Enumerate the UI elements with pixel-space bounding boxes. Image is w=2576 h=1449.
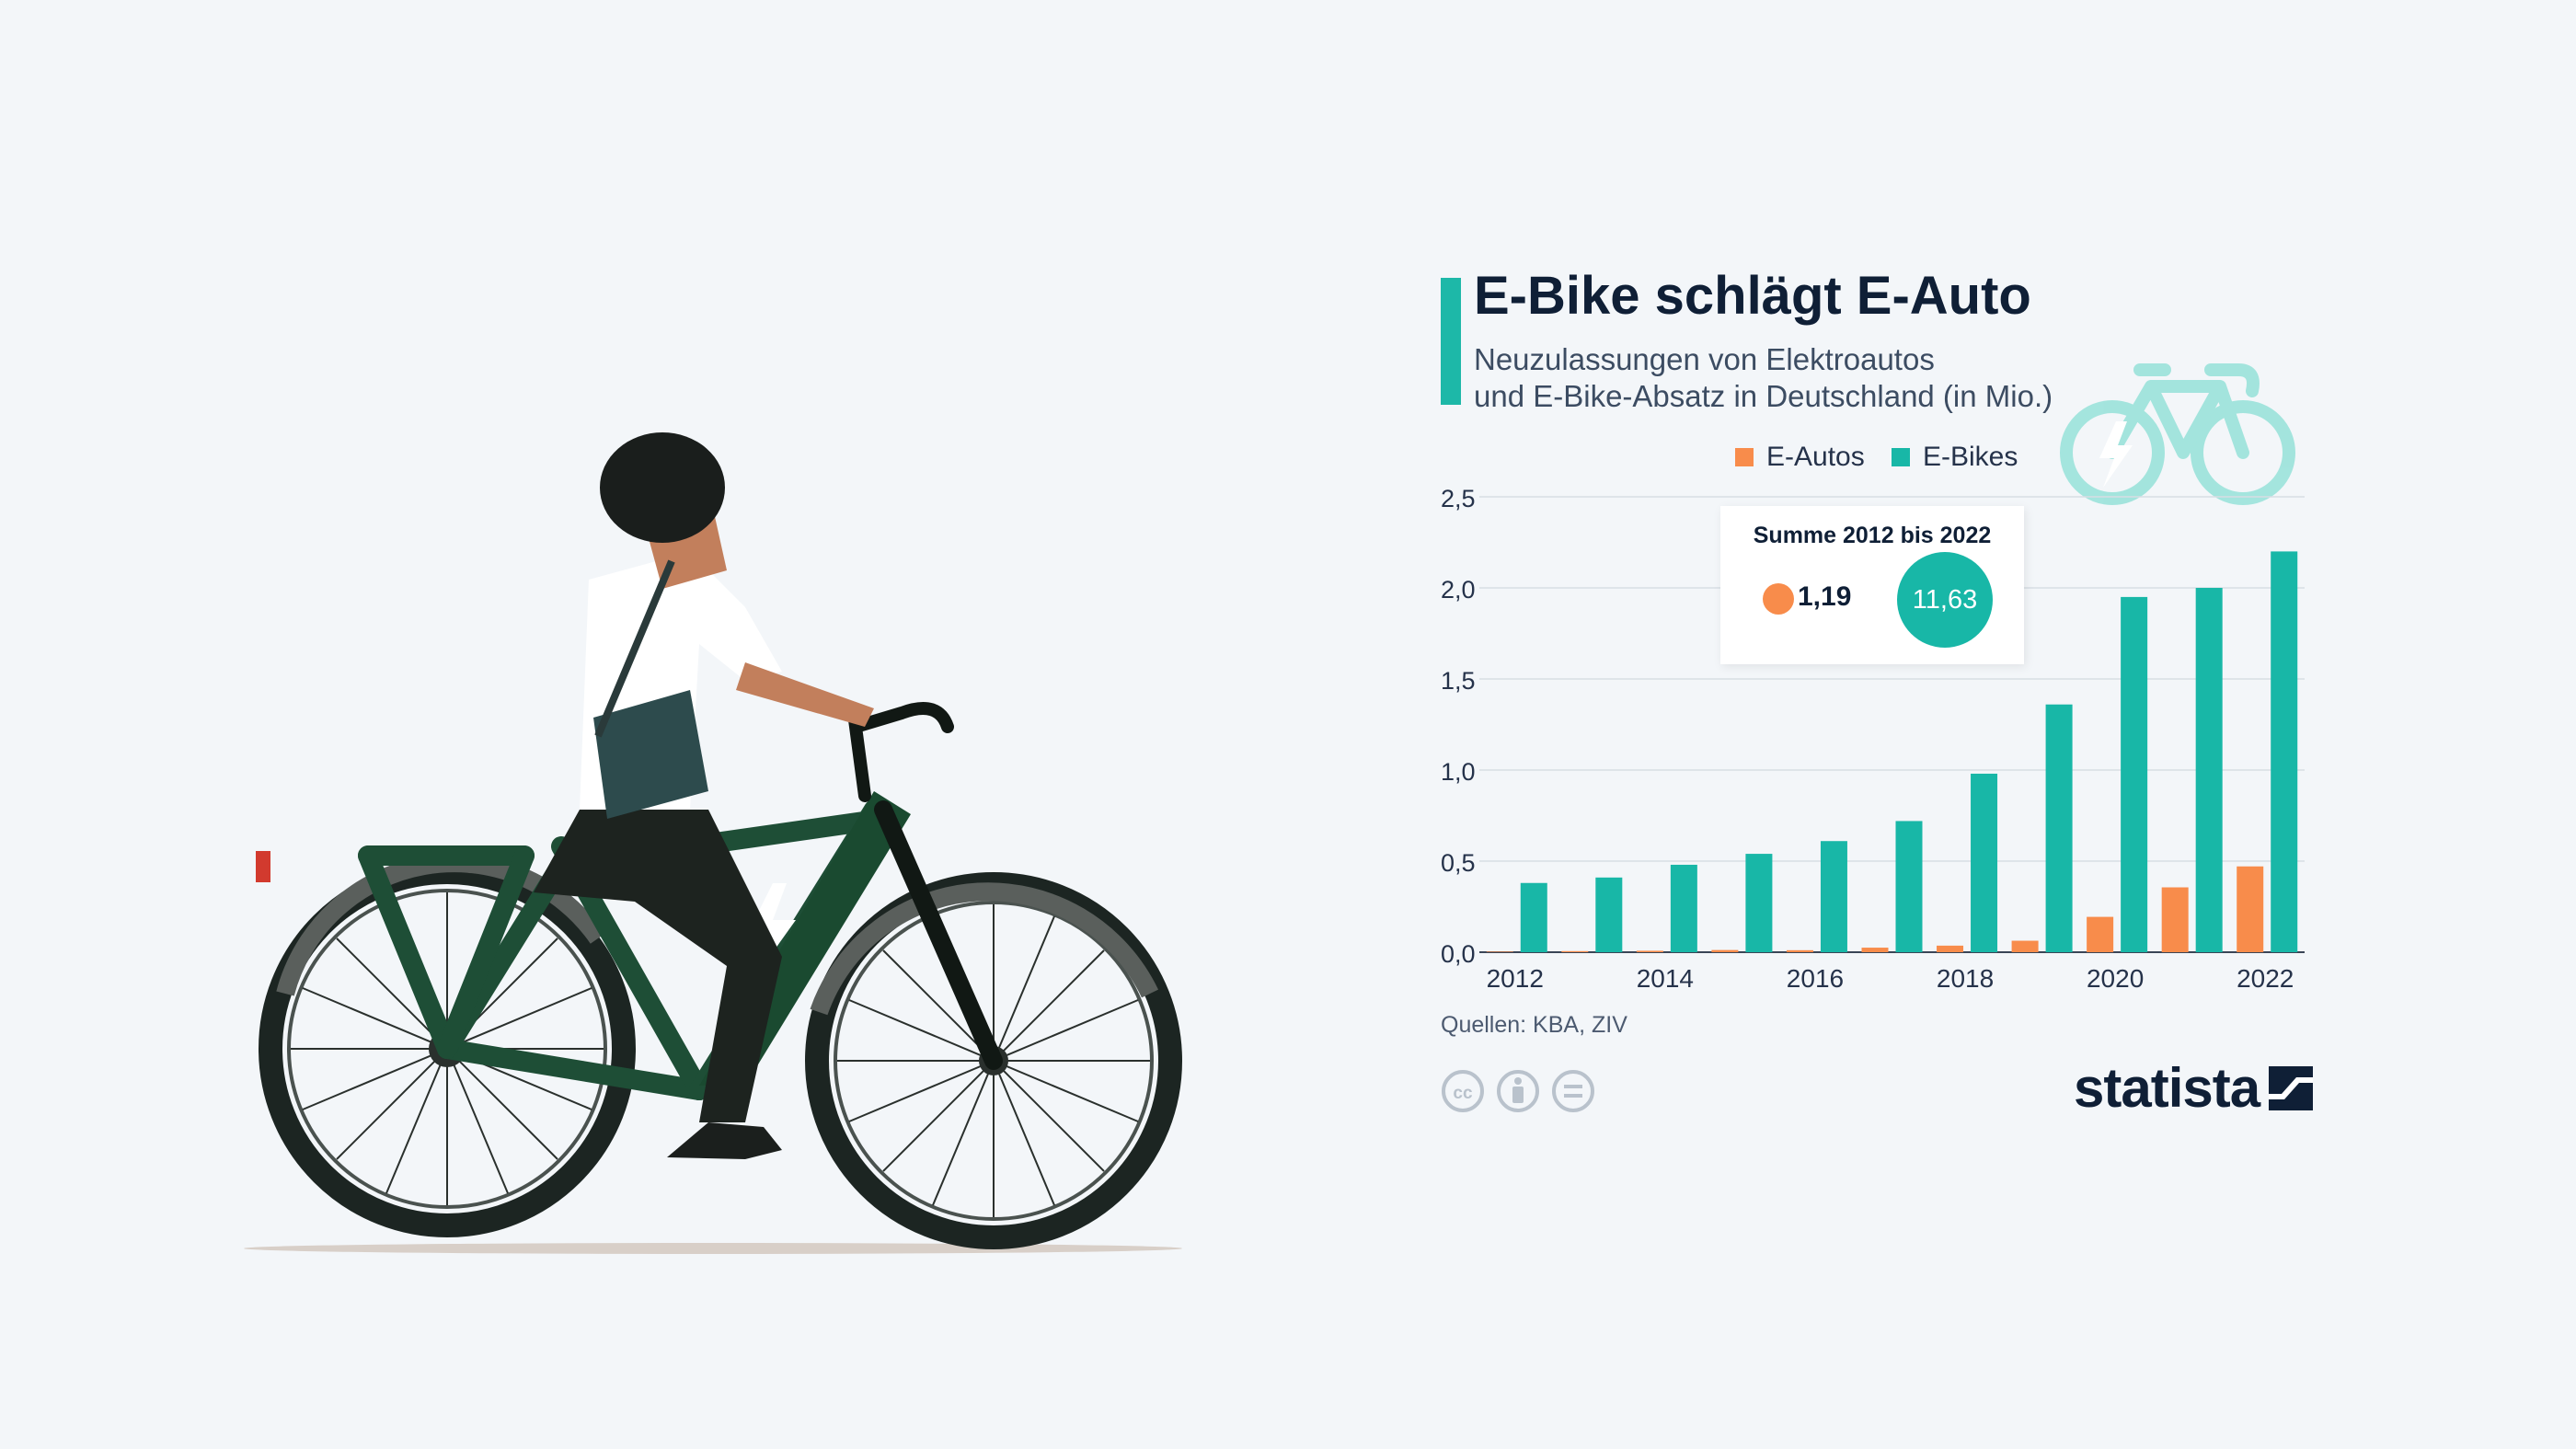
chart-bars — [1486, 551, 2298, 952]
bar-e-autos — [1561, 950, 1589, 952]
license-icons[interactable]: cc — [1441, 1067, 1606, 1115]
summary-value-autos: 1,19 — [1798, 581, 1852, 612]
summary-circle-bikes: 11,63 — [1897, 552, 1993, 648]
x-tick-label: 2016 — [1787, 964, 1844, 993]
bar-e-bikes — [1520, 882, 1547, 952]
x-tick-label: 2018 — [1937, 964, 1994, 993]
bar-e-bikes — [1595, 877, 1623, 952]
ground-shadow — [244, 1243, 1182, 1254]
chart-subtitle-line2: und E-Bike-Absatz in Deutschland (in Mio… — [1474, 379, 2053, 413]
tick-labels: 0,0 0,5 1,0 1,5 2,0 2,5 2012 2014 2016 2018 2020 20… — [1441, 485, 2294, 993]
legend-swatch-bikes — [1892, 448, 1910, 466]
bar-e-autos — [1636, 950, 1663, 952]
y-tick-label: 1,0 — [1441, 758, 1476, 786]
nd-icon[interactable] — [1552, 1070, 1594, 1112]
handlebar — [848, 702, 954, 802]
bar-e-bikes — [1895, 821, 1923, 952]
bar-e-autos — [1486, 951, 1513, 952]
legend-swatch-autos — [1735, 448, 1754, 466]
summary-value-bikes: 11,63 — [1912, 584, 1978, 615]
bar-e-autos — [2011, 940, 2039, 952]
chart-title: E-Bike schlägt E-Auto — [1474, 266, 2031, 326]
x-tick-label: 2014 — [1637, 964, 1694, 993]
statista-logo-icon — [2269, 1065, 2314, 1110]
statista-brand[interactable]: statista — [2074, 1056, 2314, 1120]
cyclist-illustration — [244, 432, 1182, 1254]
y-tick-label: 0,0 — [1441, 940, 1476, 968]
svg-text:cc: cc — [1453, 1084, 1473, 1103]
legend-item-bikes: E-Bikes — [1892, 442, 2018, 473]
bar-e-bikes — [1670, 864, 1697, 952]
summary-dot-autos — [1763, 583, 1794, 615]
bar-e-autos — [2237, 866, 2264, 952]
cc-icon[interactable]: cc — [1442, 1070, 1484, 1112]
rider — [534, 432, 874, 1159]
bar-e-bikes — [1820, 841, 1847, 952]
bar-e-bikes — [2271, 551, 2298, 952]
legend-label-bikes: E-Bikes — [1923, 442, 2018, 472]
bar-e-bikes — [2195, 588, 2223, 952]
y-tick-label: 2,5 — [1441, 485, 1476, 512]
x-tick-label: 2022 — [2237, 964, 2294, 993]
bar-e-bikes — [2121, 596, 2148, 952]
x-tick-label: 2020 — [2087, 964, 2144, 993]
bar-e-autos — [1937, 945, 1964, 952]
bar-e-bikes — [1745, 854, 1773, 952]
x-tick-label: 2012 — [1487, 964, 1544, 993]
sources-note: Quellen: KBA, ZIV — [1441, 1012, 1627, 1038]
summary-title: Summe 2012 bis 2022 — [1753, 523, 1992, 548]
by-icon[interactable] — [1497, 1070, 1539, 1112]
bar-e-autos — [2087, 916, 2114, 952]
bar-e-autos — [1861, 948, 1889, 952]
rear-light — [256, 851, 270, 882]
bar-e-autos — [2161, 887, 2189, 952]
title-accent-bar — [1441, 278, 1461, 405]
bar-e-bikes — [2045, 704, 2073, 952]
y-tick-label: 0,5 — [1441, 849, 1476, 877]
chart-subtitle-line1: Neuzulassungen von Elektroautos — [1474, 342, 1935, 376]
fork — [874, 800, 1003, 1070]
brand-wordmark: statista — [2074, 1057, 2260, 1119]
legend-item-autos: E-Autos — [1735, 442, 1865, 473]
bar-e-autos — [1786, 949, 1813, 952]
legend-label-autos: E-Autos — [1766, 442, 1865, 472]
bar-e-bikes — [1971, 773, 1998, 952]
summary-box: Summe 2012 bis 2022 1,19 11,63 — [1720, 506, 2024, 664]
y-tick-label: 2,0 — [1441, 576, 1476, 604]
y-tick-label: 1,5 — [1441, 667, 1476, 695]
bar-e-autos — [1711, 949, 1739, 952]
ebike-icon — [2060, 363, 2295, 505]
